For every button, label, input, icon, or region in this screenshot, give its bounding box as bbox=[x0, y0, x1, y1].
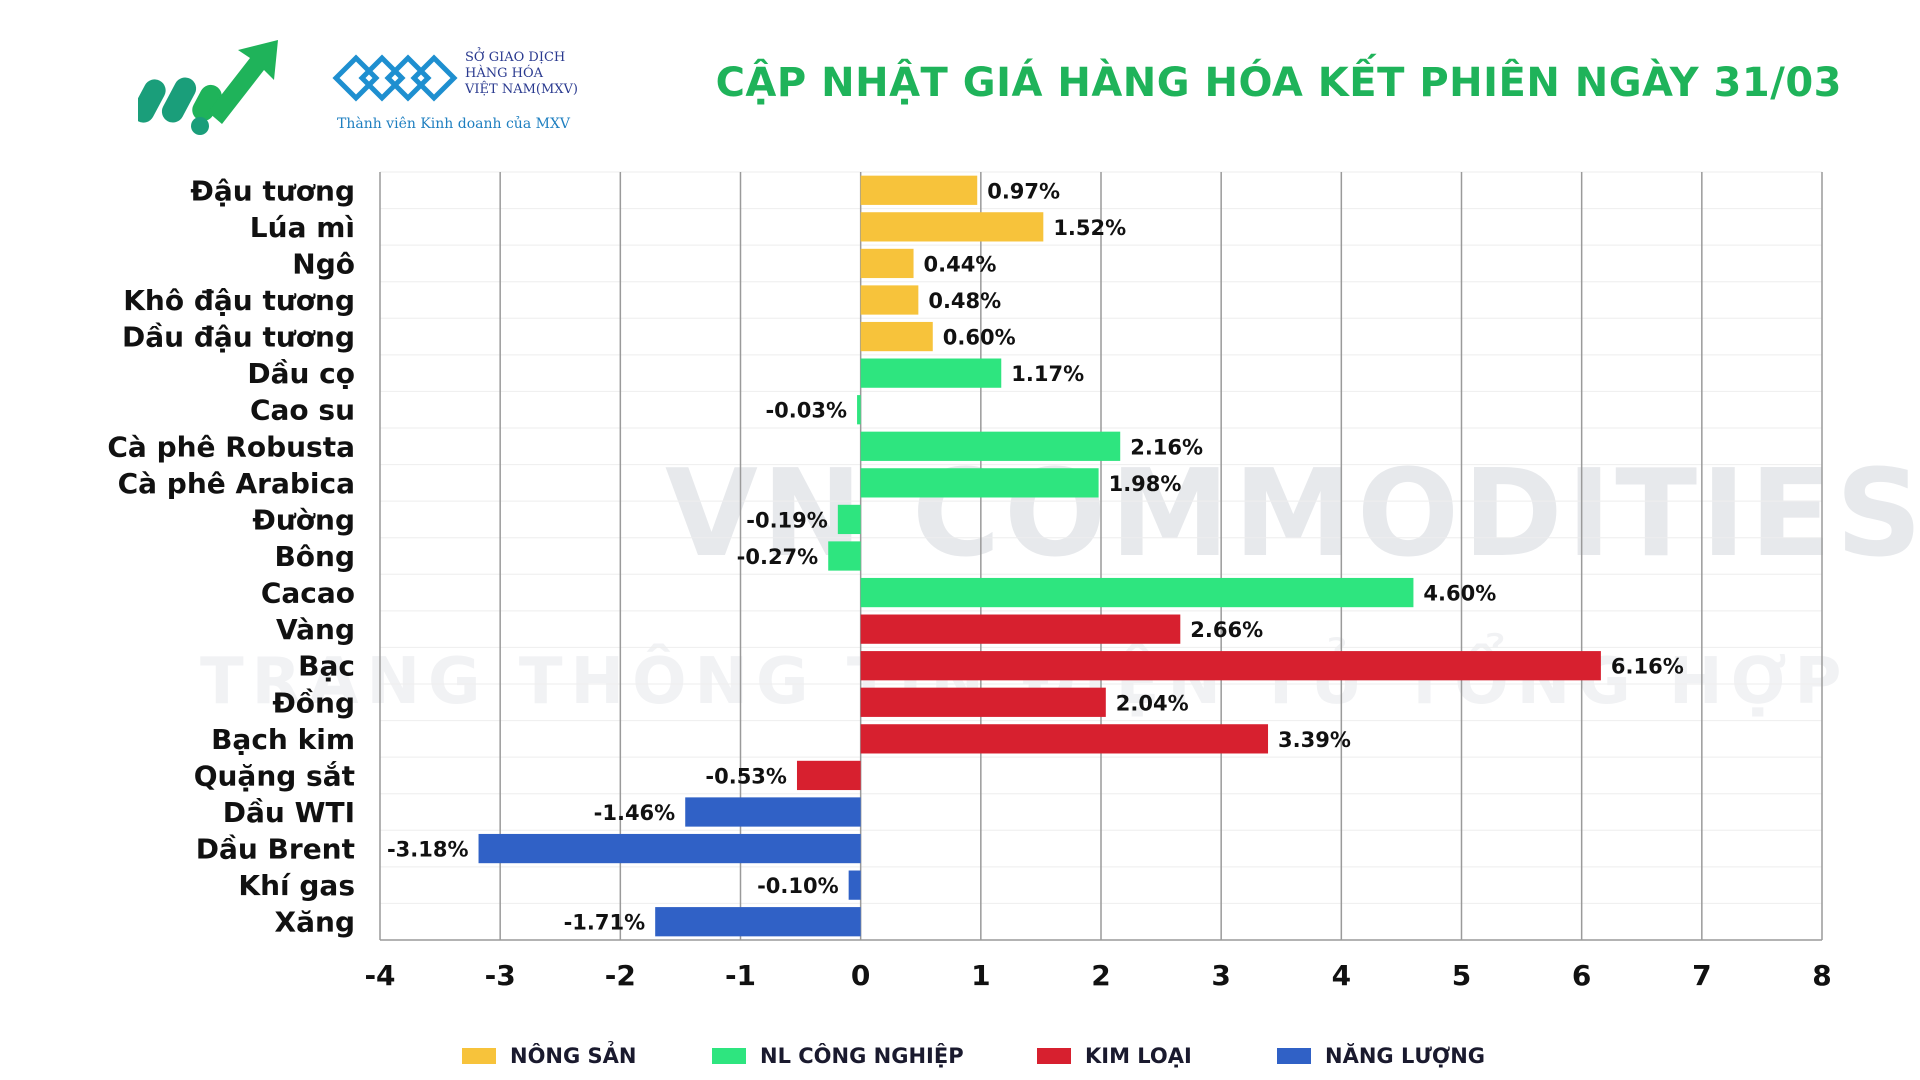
data-label: -0.27% bbox=[737, 545, 819, 569]
bar bbox=[860, 212, 1044, 242]
x-tick-label: 2 bbox=[1091, 959, 1110, 992]
header: SỞ GIAO DỊCH HÀNG HÓA VIỆT NAM(MXV) Thàn… bbox=[0, 0, 1920, 150]
bar bbox=[860, 358, 1002, 388]
data-label: -0.19% bbox=[746, 508, 828, 532]
mxv-name: SỞ GIAO DỊCH HÀNG HÓA VIỆT NAM(MXV) bbox=[465, 50, 595, 98]
legend-item-kim-loai: KIM LOẠI bbox=[1037, 1044, 1192, 1068]
x-tick-label: 3 bbox=[1211, 959, 1230, 992]
x-tick-label: 7 bbox=[1692, 959, 1711, 992]
legend-swatch-nl-cong-nghiep bbox=[712, 1048, 746, 1064]
bar-chart: -4 -3 -2 -1 0 1 2 3 4 5 6 7 8 Đậu tương 0.97% Lúa mì 1.5… bbox=[107, 171, 1832, 992]
bar bbox=[837, 504, 861, 535]
x-tick-label: -2 bbox=[605, 959, 636, 992]
data-label: 0.60% bbox=[943, 326, 1016, 350]
data-label: 0.48% bbox=[928, 289, 1001, 313]
category-label: Ngô bbox=[292, 247, 355, 280]
data-label: -0.03% bbox=[765, 399, 847, 423]
category-label: Bạc bbox=[298, 650, 355, 683]
category-label: Dầu Brent bbox=[196, 833, 355, 866]
bar bbox=[848, 870, 861, 900]
mxv-logo-icon bbox=[332, 54, 458, 102]
data-label: 1.17% bbox=[1011, 362, 1084, 386]
data-label: 4.60% bbox=[1423, 582, 1496, 606]
category-label: Dầu WTI bbox=[223, 796, 355, 829]
data-label: -1.71% bbox=[564, 911, 646, 935]
category-label: Lúa mì bbox=[250, 211, 355, 244]
x-tick-label: -1 bbox=[725, 959, 756, 992]
category-label: Đồng bbox=[272, 686, 355, 719]
x-tick-label: 4 bbox=[1332, 959, 1351, 992]
x-tick-label: 5 bbox=[1452, 959, 1471, 992]
bar bbox=[860, 321, 933, 352]
legend-item-nang-luong: NĂNG LƯỢNG bbox=[1277, 1044, 1485, 1068]
data-label: 0.97% bbox=[987, 179, 1060, 203]
category-label: Khô đậu tương bbox=[123, 284, 355, 317]
data-label: -0.53% bbox=[705, 764, 787, 788]
bar bbox=[860, 248, 914, 279]
x-tick-label: -4 bbox=[364, 959, 395, 992]
bar bbox=[478, 833, 861, 864]
category-label: Đường bbox=[252, 503, 355, 536]
bar bbox=[860, 614, 1181, 644]
category-label: Cao su bbox=[250, 394, 355, 427]
legend-label-kim-loai: KIM LOẠI bbox=[1085, 1044, 1192, 1068]
bar bbox=[860, 468, 1099, 498]
bar bbox=[857, 395, 861, 425]
legend-label-nang-luong: NĂNG LƯỢNG bbox=[1325, 1044, 1486, 1068]
bar bbox=[860, 175, 978, 205]
page-title: CẬP NHẬT GIÁ HÀNG HÓA KẾT PHIÊN NGÀY 31/… bbox=[715, 60, 1842, 106]
x-tick-label: 8 bbox=[1812, 959, 1831, 992]
bar bbox=[860, 431, 1121, 461]
category-label: Vàng bbox=[276, 613, 355, 646]
category-label: Khí gas bbox=[238, 869, 355, 902]
brand-logo-icon bbox=[138, 40, 278, 135]
bar bbox=[860, 687, 1106, 717]
data-label: 0.44% bbox=[924, 252, 997, 276]
category-label: Cà phê Arabica bbox=[118, 467, 355, 500]
category-label: Dầu cọ bbox=[247, 357, 355, 390]
data-label: -3.18% bbox=[387, 838, 469, 862]
bar bbox=[860, 724, 1269, 754]
data-label: 6.16% bbox=[1611, 655, 1684, 679]
legend: NÔNG SẢN NL CÔNG NGHIỆP KIM LOẠI NĂNG LƯ… bbox=[0, 1044, 1920, 1074]
legend-item-nong-san: NÔNG SẢN bbox=[462, 1044, 637, 1068]
x-tick-label: 0 bbox=[851, 959, 870, 992]
x-tick-label: -3 bbox=[485, 959, 516, 992]
legend-label-nong-san: NÔNG SẢN bbox=[510, 1044, 637, 1068]
bar bbox=[796, 760, 861, 791]
x-tick-label: 6 bbox=[1572, 959, 1591, 992]
category-label: Cà phê Robusta bbox=[107, 430, 355, 463]
data-label: 2.04% bbox=[1116, 691, 1189, 715]
category-label: Cacao bbox=[261, 577, 355, 610]
data-label: 1.52% bbox=[1053, 216, 1126, 240]
mxv-line-2: HÀNG HÓA bbox=[465, 66, 543, 81]
mxv-line-1: SỞ GIAO DỊCH bbox=[465, 50, 566, 65]
bar bbox=[860, 285, 919, 315]
data-label: 1.98% bbox=[1109, 472, 1182, 496]
data-label: 2.16% bbox=[1130, 435, 1203, 459]
legend-swatch-nong-san bbox=[462, 1048, 496, 1064]
mxv-line-3: VIỆT NAM(MXV) bbox=[465, 82, 578, 97]
x-tick-label: 1 bbox=[971, 959, 990, 992]
data-label: -0.10% bbox=[757, 874, 839, 898]
legend-swatch-kim-loai bbox=[1037, 1048, 1071, 1064]
category-label: Đậu tương bbox=[190, 174, 355, 207]
bar bbox=[860, 577, 1414, 608]
legend-item-nl-cong-nghiep: NL CÔNG NGHIỆP bbox=[712, 1044, 964, 1068]
bar bbox=[655, 907, 861, 937]
data-label: -1.46% bbox=[594, 801, 676, 825]
data-label: 2.66% bbox=[1190, 618, 1263, 642]
category-label: Dầu đậu tương bbox=[122, 321, 355, 354]
mxv-member-text: Thành viên Kinh doanh của MXV bbox=[337, 116, 571, 132]
bar bbox=[828, 541, 861, 571]
legend-swatch-nang-luong bbox=[1277, 1048, 1311, 1064]
legend-label-nl-cong-nghiep: NL CÔNG NGHIỆP bbox=[760, 1044, 964, 1068]
bar bbox=[860, 651, 1601, 681]
data-label: 3.39% bbox=[1278, 728, 1351, 752]
bar bbox=[685, 797, 861, 827]
category-label: Quặng sắt bbox=[194, 759, 355, 792]
category-label: Bạch kim bbox=[211, 723, 355, 756]
category-label: Xăng bbox=[275, 906, 355, 939]
category-label: Bông bbox=[274, 540, 355, 573]
